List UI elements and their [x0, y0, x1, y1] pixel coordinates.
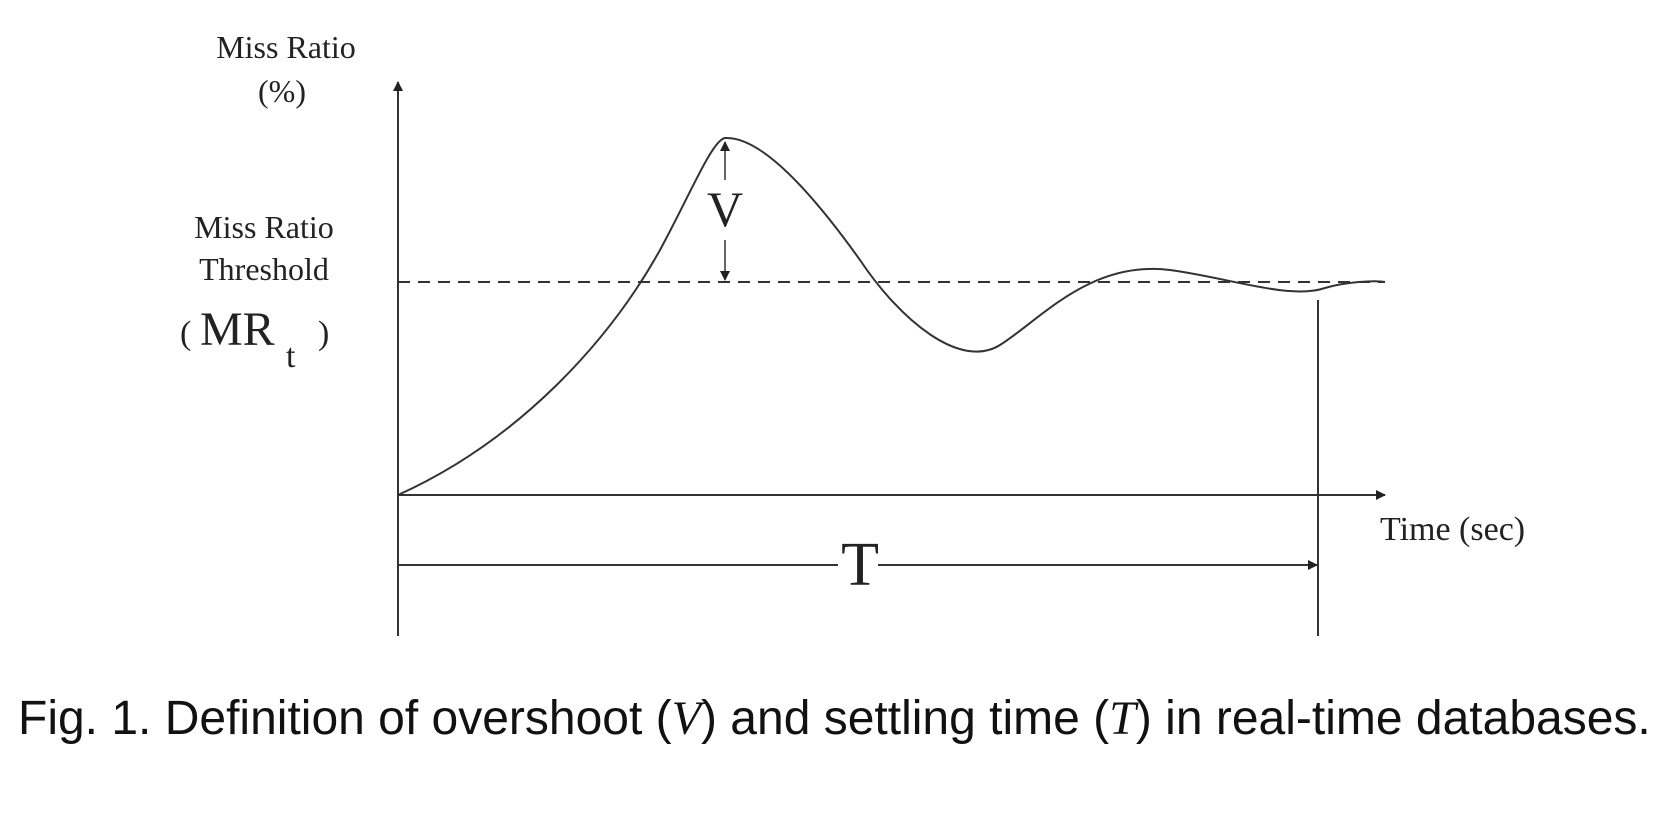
caption-prefix: Fig. 1. Definition of overshoot ( — [18, 692, 672, 745]
settling-time-label: T — [841, 531, 879, 599]
y-axis-label-line2: (%) — [258, 73, 306, 109]
caption-var-t: T — [1109, 692, 1136, 745]
caption-suffix: ) in real-time databases. — [1135, 692, 1651, 745]
overshoot-settling-diagram: V T Miss Ratio (%) Miss Ratio Threshold … — [180, 29, 1525, 636]
threshold-label-line1: Miss Ratio — [194, 209, 334, 245]
threshold-symbol-main: MR — [200, 303, 275, 356]
figure-caption: Fig. 1. Definition of overshoot (V) and … — [18, 688, 1658, 750]
threshold-symbol: ( MR t ) — [180, 303, 329, 375]
caption-middle: ) and settling time ( — [700, 692, 1110, 745]
overshoot-label: V — [707, 181, 743, 237]
threshold-symbol-sub: t — [286, 338, 296, 375]
response-curve — [397, 136, 1386, 496]
threshold-label-line2: Threshold — [199, 251, 329, 287]
y-axis-label-line1: Miss Ratio — [216, 29, 356, 65]
x-axis-label: Time (sec) — [1380, 511, 1525, 548]
threshold-symbol-close: ) — [318, 315, 329, 352]
caption-var-v: V — [671, 692, 701, 745]
threshold-symbol-open: ( — [180, 315, 191, 352]
